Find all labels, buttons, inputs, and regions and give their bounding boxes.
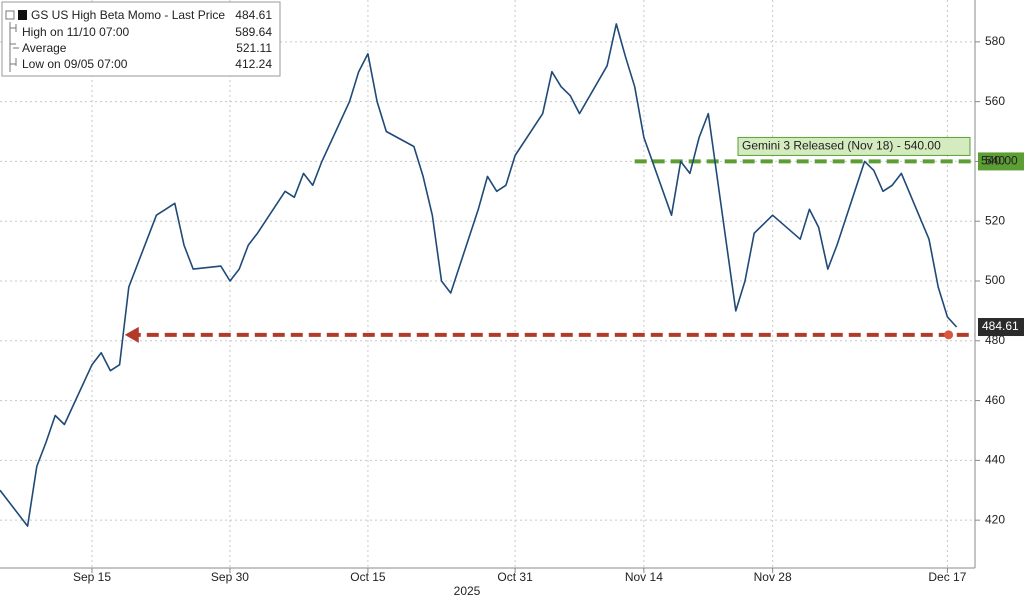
legend-stat-value: 589.64 [235,25,272,39]
annotation-box [737,136,971,156]
last-price-box [978,318,1024,337]
last-price-label: 484.61 [982,319,1019,333]
plot-area [0,0,975,568]
last-point [944,330,954,340]
x-tick-label: Sep 15 [73,570,111,584]
x-tick-label: Oct 31 [497,570,533,584]
y-tick-label: 580 [985,34,1005,48]
legend-stat-value: 521.11 [236,41,272,55]
x-tick-label: Nov 28 [754,570,792,584]
series [0,23,958,527]
x-tick-label: Sep 30 [211,570,249,584]
x-year-label: 2025 [454,584,481,598]
legend-last-price: 484.61 [235,8,272,22]
price-line [0,23,958,527]
legend-stat-value: 412.24 [235,57,272,71]
y-tick-label: 460 [985,393,1005,407]
x-tick-label: Oct 15 [350,570,386,584]
x-tick-label: Dec 17 [928,570,966,584]
annotation-text: Gemini 3 Released (Nov 18) - 540.00 [742,139,941,153]
y-tick-label: 520 [985,213,1005,227]
legend-box [1,1,281,77]
legend-swatch [18,10,27,20]
arrow-head [124,326,139,343]
y-tick-label: 500 [985,273,1005,287]
y-tick-label: 560 [985,94,1005,108]
grid [0,0,980,573]
axis-value-box [978,152,1024,171]
legend-stat-label: High on 11/10 07:00 [22,25,130,39]
y-tick-label: 480 [985,333,1005,347]
axis-value-label: 540.00 [981,154,1018,168]
y-tick-label: 440 [985,453,1005,467]
y-tick-label: 420 [985,512,1005,526]
legend-title: GS US High Beta Momo - Last Price [31,8,225,22]
annotations: Gemini 3 Released (Nov 18) - 540.00 540.0… [124,136,1024,343]
legend-stat-label: Low on 09/05 07:00 [22,57,128,71]
legend-stat-label: Average [22,41,67,55]
legend: GS US High Beta Momo - Last Price 484.61… [1,1,281,77]
legend-tree [9,22,19,72]
x-tick-label: Nov 14 [625,570,663,584]
legend-icon [5,10,15,20]
y-tick-label: 540 [985,154,1005,168]
